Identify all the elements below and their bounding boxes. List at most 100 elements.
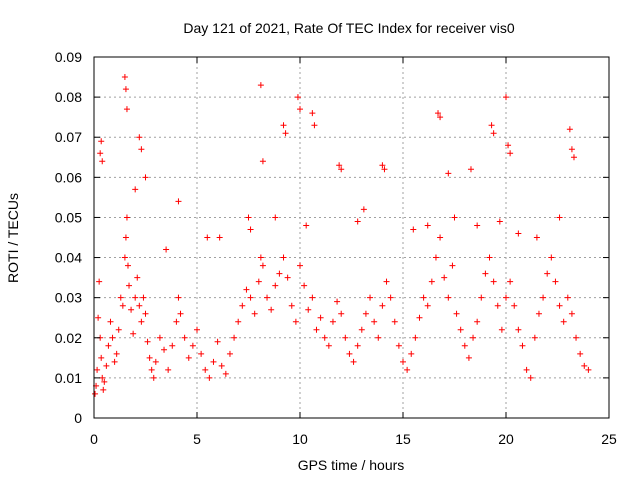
data-point [247, 294, 254, 301]
data-point [138, 146, 145, 153]
data-point [140, 294, 147, 301]
data-point [360, 206, 367, 213]
data-point [204, 234, 211, 241]
data-point [346, 350, 353, 357]
data-point [552, 278, 559, 285]
data-point [494, 302, 501, 309]
data-point [441, 274, 448, 281]
data-point [482, 270, 489, 277]
y-axis-ticks: 0 0.01 0.02 0.03 0.04 0.05 0.06 0.07 0.08 0.09 [55, 49, 609, 426]
data-point [568, 310, 575, 317]
data-point [395, 342, 402, 349]
x-tick-label: 20 [498, 431, 514, 447]
x-axis-label: GPS time / hours [298, 457, 405, 473]
data-point [257, 254, 264, 261]
data-point [280, 254, 287, 261]
data-point [284, 274, 291, 281]
data-point [134, 274, 141, 281]
data-point [412, 334, 419, 341]
data-point [317, 314, 324, 321]
data-point [194, 326, 200, 333]
data-point [259, 262, 266, 269]
data-point [121, 74, 128, 81]
data-point [206, 374, 213, 381]
data-point [503, 294, 509, 301]
data-point [465, 354, 472, 361]
data-point [527, 374, 534, 381]
plot-frame [93, 56, 610, 419]
data-point [126, 282, 133, 289]
data-point [198, 350, 205, 357]
data-point [288, 302, 295, 309]
data-point [99, 158, 106, 165]
data-point [461, 342, 468, 349]
data-point [488, 122, 495, 129]
data-point [107, 318, 114, 325]
data-point [303, 222, 310, 229]
data-point [325, 342, 332, 349]
data-point [564, 294, 571, 301]
data-point [585, 366, 592, 373]
data-point [457, 326, 464, 333]
data-point [400, 358, 406, 365]
x-tick-label: 25 [601, 431, 617, 447]
data-point [165, 366, 172, 373]
data-point [99, 374, 106, 381]
data-point [362, 310, 369, 317]
data-point [132, 186, 139, 193]
data-point [334, 298, 341, 305]
data-point [437, 114, 444, 121]
data-point [301, 282, 308, 289]
data-point [420, 294, 427, 301]
data-point [367, 294, 374, 301]
data-point [470, 334, 477, 341]
data-point [216, 234, 223, 241]
data-point [505, 142, 512, 149]
data-point [146, 354, 153, 361]
data-point [218, 362, 225, 369]
data-point [560, 318, 567, 325]
data-point [556, 302, 563, 309]
data-point [544, 270, 551, 277]
data-point [548, 254, 555, 261]
data-point [119, 302, 126, 309]
data-point [272, 214, 279, 221]
data-point [294, 94, 301, 101]
data-point [115, 326, 122, 333]
data-point [309, 294, 316, 301]
y-tick-label: 0.07 [55, 129, 82, 145]
data-point [235, 318, 242, 325]
data-point [490, 278, 497, 285]
y-tick-label: 0.08 [55, 89, 82, 105]
data-point [268, 306, 275, 313]
data-point [103, 362, 110, 369]
data-point [276, 270, 283, 277]
data-point [523, 366, 530, 373]
data-point [445, 170, 452, 177]
data-point [503, 94, 509, 101]
data-point [94, 366, 101, 373]
data-point [531, 334, 538, 341]
data-point [138, 318, 145, 325]
data-point [96, 278, 103, 285]
data-point [259, 158, 266, 165]
data-point [97, 150, 104, 157]
data-point [309, 110, 316, 117]
data-point [173, 318, 180, 325]
data-point [428, 278, 435, 285]
data-point [202, 366, 209, 373]
data-point [381, 166, 388, 173]
data-point [371, 318, 378, 325]
data-point [121, 254, 128, 261]
data-point [152, 358, 159, 365]
data-point [511, 302, 518, 309]
data-point [292, 318, 299, 325]
data-point [570, 154, 577, 161]
x-tick-label: 10 [292, 431, 308, 447]
data-point [251, 310, 258, 317]
data-point [424, 222, 431, 229]
data-point [449, 262, 456, 269]
y-tick-label: 0.04 [55, 250, 82, 266]
data-point [435, 110, 442, 117]
